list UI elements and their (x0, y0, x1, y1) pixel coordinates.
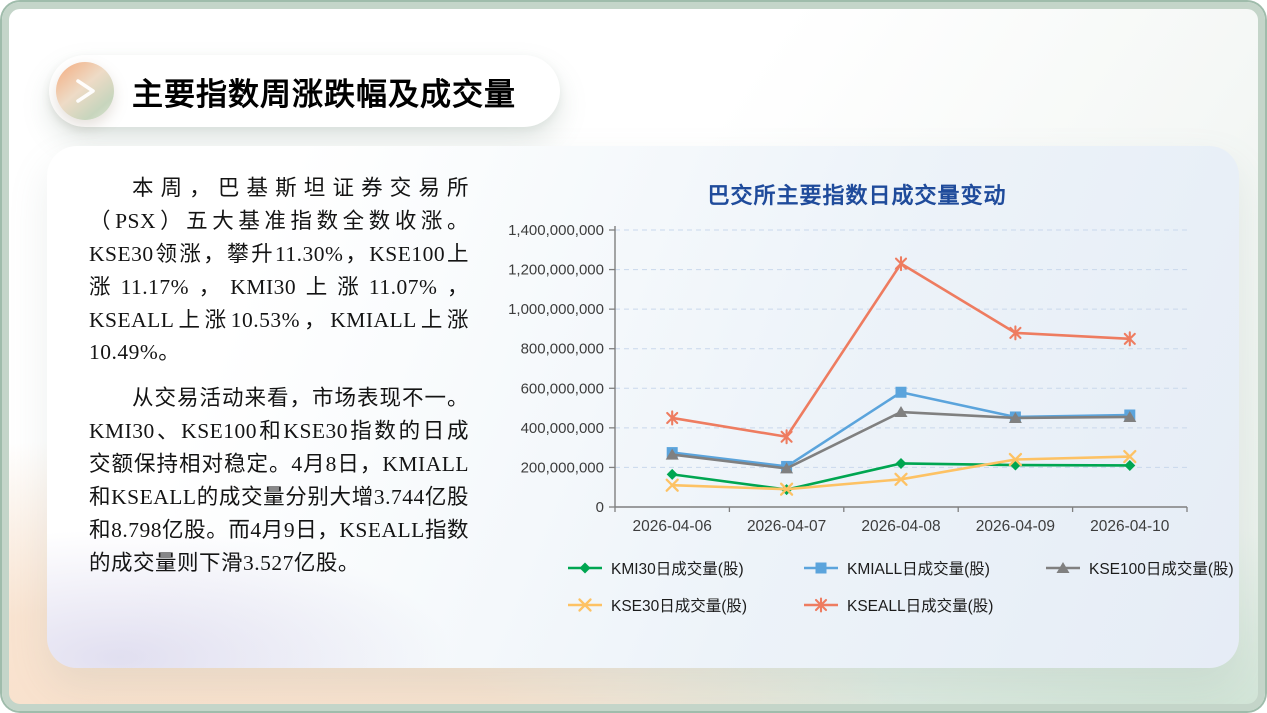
svg-text:2026-04-08: 2026-04-08 (861, 518, 940, 535)
legend-item-kse100: KSE100日成交量(股) (1045, 557, 1239, 579)
svg-text:600,000,000: 600,000,000 (521, 380, 604, 397)
content-card: 本周，巴基斯坦证券交易所（PSX）五大基准指数全数收涨。KSE30领涨，攀升11… (47, 146, 1239, 668)
chart-legend: KMI30日成交量(股) KMIALL日成交量(股) KSE100日成交量(股)… (567, 557, 1239, 616)
chart-panel: 巴交所主要指数日成交量变动 0 200,000,000 400,000,000 600… (475, 146, 1239, 668)
legend-marker-icon (568, 562, 602, 574)
legend-label: KMI30日成交量(股) (611, 561, 744, 578)
legend-label: KSEALL日成交量(股) (847, 598, 994, 615)
legend-item-kse30: KSE30日成交量(股) (567, 594, 803, 616)
legend-item-kmi30: KMI30日成交量(股) (567, 557, 803, 579)
chevron-arrow-icon (56, 62, 114, 120)
svg-text:2026-04-06: 2026-04-06 (633, 518, 712, 535)
legend-marker-icon (1046, 562, 1080, 573)
chart-title: 巴交所主要指数日成交量变动 (707, 183, 1007, 208)
svg-text:1,000,000,000: 1,000,000,000 (508, 301, 604, 318)
svg-text:2026-04-10: 2026-04-10 (1090, 518, 1170, 535)
legend-item-kmiall: KMIALL日成交量(股) (803, 557, 1045, 579)
chart-canvas: 0 200,000,000 400,000,000 600,000,000 800,00… (508, 222, 1188, 535)
svg-text:0: 0 (596, 499, 604, 516)
svg-text:1,400,000,000: 1,400,000,000 (508, 222, 604, 239)
svg-text:1,200,000,000: 1,200,000,000 (508, 262, 604, 279)
svg-text:400,000,000: 400,000,000 (521, 420, 604, 437)
legend-label: KSE30日成交量(股) (611, 598, 748, 615)
legend-item-kseall: KSEALL日成交量(股) (803, 594, 1045, 616)
volume-line-chart: 0 200,000,000 400,000,000 600,000,000 800,00… (487, 216, 1239, 553)
svg-text:2026-04-09: 2026-04-09 (976, 518, 1055, 535)
paragraph-volume-activity: 从交易活动来看，市场表现不一。KMI30、KSE100和KSE30指数的日成交额… (89, 386, 469, 575)
title-banner: 主要指数周涨跌幅及成交量 (49, 55, 560, 127)
summary-text-block: 本周，巴基斯坦证券交易所（PSX）五大基准指数全数收涨。KSE30领涨，攀升11… (47, 146, 475, 668)
paragraph-weekly-change: 本周，巴基斯坦证券交易所（PSX）五大基准指数全数收涨。KSE30领涨，攀升11… (89, 176, 469, 365)
legend-marker-icon (804, 562, 838, 574)
page-title: 主要指数周涨跌幅及成交量 (132, 76, 516, 112)
svg-text:2026-04-07: 2026-04-07 (747, 518, 826, 535)
svg-text:200,000,000: 200,000,000 (521, 459, 604, 476)
legend-label: KSE100日成交量(股) (1089, 561, 1234, 578)
legend-label: KMIALL日成交量(股) (847, 561, 990, 578)
legend-marker-icon (804, 597, 838, 613)
legend-marker-icon (568, 598, 602, 612)
svg-text:800,000,000: 800,000,000 (521, 341, 604, 358)
